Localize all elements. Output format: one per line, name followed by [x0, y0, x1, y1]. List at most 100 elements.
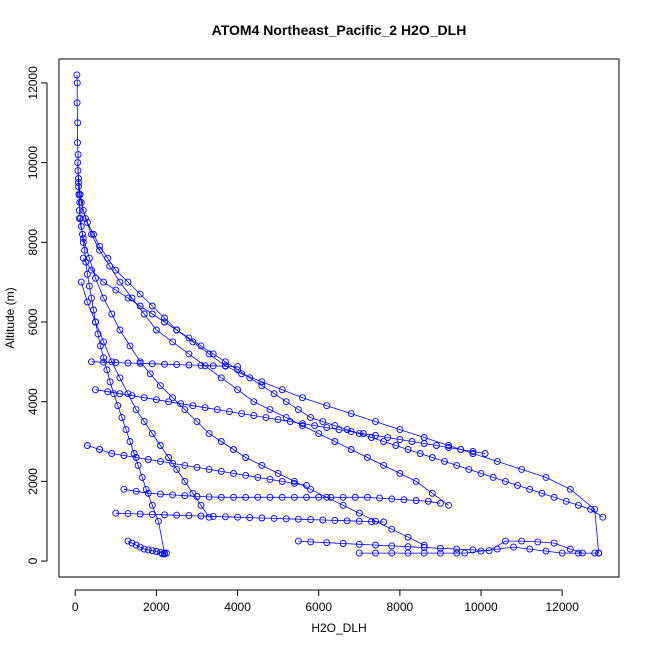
- data-point: [323, 424, 331, 432]
- data-point: [156, 457, 164, 465]
- data-point: [197, 512, 205, 520]
- data-point: [73, 99, 81, 107]
- data-point: [355, 517, 363, 525]
- data-point: [88, 266, 95, 274]
- data-point: [79, 234, 87, 242]
- data-point: [132, 487, 140, 495]
- data-point: [388, 525, 396, 533]
- data-point: [79, 206, 87, 214]
- data-point: [83, 442, 91, 449]
- data-point: [526, 545, 534, 553]
- data-point: [416, 450, 424, 457]
- data-point: [209, 512, 217, 520]
- data-point: [595, 549, 603, 557]
- data-point: [461, 549, 469, 557]
- data-point: [116, 374, 124, 382]
- data-point: [311, 422, 319, 430]
- data-point: [75, 214, 83, 222]
- data-point: [154, 517, 162, 525]
- data-point: [234, 386, 242, 394]
- data-point: [79, 230, 86, 238]
- data-point: [294, 515, 302, 523]
- data-point: [116, 278, 124, 286]
- data-point: [550, 493, 558, 501]
- data-point: [432, 442, 440, 449]
- data-point: [140, 310, 148, 318]
- data-point: [518, 537, 526, 545]
- data-point: [169, 338, 177, 346]
- data-point: [124, 278, 132, 286]
- data-point: [518, 465, 526, 473]
- series-line: [127, 540, 167, 555]
- data-point: [128, 539, 136, 547]
- data-point: [225, 408, 233, 416]
- data-point: [331, 516, 339, 524]
- data-point: [420, 440, 428, 447]
- data-point: [136, 543, 144, 551]
- data-point: [250, 398, 258, 406]
- series-line: [115, 512, 384, 523]
- data-point: [294, 406, 302, 414]
- data-point: [83, 298, 91, 306]
- series-line: [95, 389, 486, 454]
- data-point: [132, 454, 140, 461]
- data-point: [221, 358, 229, 366]
- data-point: [441, 457, 448, 465]
- data-point: [319, 418, 327, 426]
- data-point: [181, 406, 189, 414]
- data-point: [412, 477, 420, 485]
- data-point: [100, 338, 108, 346]
- data-point: [156, 490, 164, 498]
- data-point: [201, 404, 209, 412]
- data-point: [420, 541, 428, 549]
- data-point: [112, 266, 120, 274]
- data-point: [436, 544, 444, 552]
- data-point: [566, 485, 574, 493]
- data-point: [140, 394, 148, 402]
- y-tick-label: 8000: [26, 229, 40, 256]
- data-point: [85, 282, 93, 290]
- data-point: [380, 461, 388, 469]
- data-point: [205, 465, 213, 473]
- data-point: [242, 454, 250, 461]
- data-point: [404, 446, 412, 453]
- series-11: [88, 358, 242, 371]
- data-point: [266, 493, 274, 501]
- x-tick-label: 4000: [224, 600, 251, 614]
- data-point: [116, 390, 124, 398]
- data-point: [266, 406, 274, 414]
- data-point: [88, 230, 95, 238]
- data-point: [278, 386, 286, 394]
- series-2: [75, 183, 453, 509]
- data-point: [193, 493, 201, 500]
- data-point: [384, 434, 392, 441]
- data-point: [74, 139, 81, 147]
- data-point: [376, 494, 384, 502]
- data-point: [299, 420, 306, 428]
- data-point: [152, 548, 160, 555]
- data-point: [453, 461, 461, 469]
- data-point: [148, 501, 156, 509]
- x-axis: 0 2000 4000 6000 8000 10000 12000: [72, 589, 579, 614]
- data-point: [493, 457, 501, 465]
- data-point: [566, 545, 574, 553]
- data-point: [181, 461, 189, 469]
- data-point: [136, 359, 144, 367]
- data-point: [75, 183, 82, 190]
- series-0: [73, 71, 168, 557]
- y-axis: 0 2000 4000 6000 8000 10000 12000: [26, 66, 48, 564]
- data-point: [246, 374, 254, 382]
- data-point: [465, 465, 473, 473]
- data-point: [274, 469, 282, 477]
- data-point: [372, 549, 379, 557]
- data-point: [217, 467, 225, 475]
- data-point: [96, 446, 104, 453]
- data-point: [124, 390, 132, 398]
- data-point: [270, 390, 278, 398]
- data-point: [331, 438, 339, 445]
- data-point: [424, 497, 432, 505]
- y-tick-label: 0: [26, 557, 40, 564]
- data-point: [148, 310, 156, 318]
- data-point: [209, 362, 217, 370]
- series-line: [91, 361, 238, 367]
